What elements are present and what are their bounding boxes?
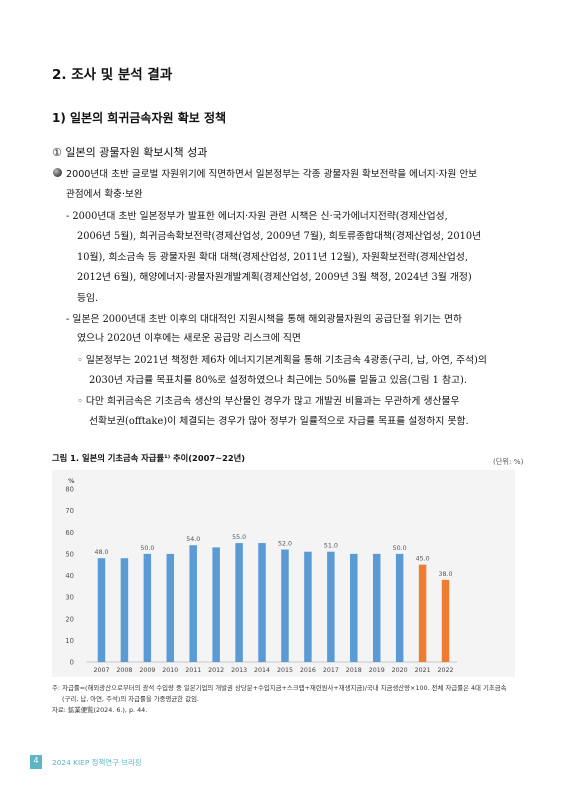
bar [327, 551, 335, 662]
dash-text-line: 등임. [77, 293, 99, 304]
dash-text-line: - 일본은 2000년대 초반 이후의 대대적인 지원시책을 통해 해외광물자원… [66, 314, 462, 325]
x-tick-label: 2016 [300, 667, 316, 674]
bar-chart: % 0 10 20 30 40 50 60 70 80 2007 48.0 2008 2009 50.0 20… [65, 477, 457, 674]
section-title: 2. 조사 및 분석 결과 [52, 67, 173, 83]
x-tick-label: 2015 [277, 667, 293, 674]
y-tick-label: 80 [65, 486, 74, 494]
bullet-dot-icon [53, 168, 62, 177]
bar [281, 549, 289, 662]
circle-text-line: 선확보권(offtake)이 체결되는 경우가 많아 정부가 일률적으로 자급률… [89, 416, 469, 427]
data-label: 54.0 [186, 536, 200, 543]
bar [304, 551, 312, 662]
y-tick-label: 30 [65, 594, 74, 602]
bar [120, 558, 129, 662]
y-tick-label: 60 [65, 529, 74, 537]
bar [212, 547, 220, 662]
footer-page-tab [30, 755, 42, 769]
bar [166, 553, 175, 662]
bullet-text-line: 2000년대 초반 글로벌 자원위기에 직면하면서 일본정부는 각종 광물자원 … [66, 169, 478, 180]
x-tick-label: 2022 [438, 667, 454, 674]
dash-text-line: 10월), 희소금속 등 광물자원 확대 대책(경제산업성, 2011년 12월… [77, 252, 468, 263]
y-tick-label: 0 [70, 659, 74, 667]
bar [143, 553, 152, 662]
y-tick-label: 50 [65, 550, 74, 558]
x-tick-label: 2018 [346, 667, 362, 674]
data-label: 38.0 [439, 571, 453, 578]
bar [418, 564, 427, 662]
figure-note: 주: 자급률=(해외광산으로부터의 광석 수입량 중 일본기업의 개발권 상당분… [52, 684, 507, 692]
dash-text-line: 2012년 6월), 해양에너지·광물자원개발계획(경제산업성, 2009년 3… [77, 272, 472, 283]
y-tick-label: 40 [65, 572, 74, 580]
circle-text-line: ◦ 다만 희귀금속은 기초금속 생산의 부산물인 경우가 많고 개발권 비율과는… [77, 396, 460, 407]
x-tick-label: 2019 [369, 667, 385, 674]
bullet-text-line: 관점에서 확충·보완 [66, 189, 143, 200]
y-tick-label: 70 [65, 507, 74, 515]
x-tick-label: 2012 [208, 667, 224, 674]
subsubsection-title: ① 일본의 광물자원 확보시책 성과 [52, 146, 208, 159]
data-label: 50.0 [393, 545, 407, 552]
footer-page-number: 4 [33, 756, 39, 765]
dash-text-line: - 2000년대 초반 일본정부가 발표한 에너지·자원 관련 시책은 신·국가… [66, 211, 448, 222]
dash-text-line: 2006년 5월), 희귀금속확보전략(경제산업성, 2009년 7월), 희토… [77, 231, 482, 242]
data-label: 51.0 [324, 543, 338, 550]
data-label: 50.0 [140, 545, 154, 552]
y-tick-label: 10 [65, 637, 74, 645]
bar [441, 579, 450, 662]
bar [235, 543, 243, 662]
x-tick-label: 2021 [415, 667, 431, 674]
x-tick-label: 2017 [323, 667, 339, 674]
y-tick-label: 20 [65, 615, 74, 623]
figure-note: (구리, 납, 아연, 주석)의 자급률을 가중평균한 값임. [62, 695, 200, 703]
dash-text-line: 였으나 2020년 이후에는 새로운 공급망 리스크에 직면 [77, 333, 301, 344]
bar [372, 553, 381, 662]
x-tick-label: 2008 [116, 667, 132, 674]
bar [97, 558, 106, 662]
footer-text: 2024 KIEP 정책연구 브리핑 [52, 758, 142, 767]
x-tick-label: 2013 [231, 667, 247, 674]
figure-source: 자료: 鉱業便覧(2024. 6.), p. 44. [52, 706, 148, 714]
data-label: 48.0 [94, 549, 108, 556]
circle-text-line: ◦ 일본정부는 2021년 책정한 제6차 에너지기본계획을 통해 기초금속 4… [77, 355, 487, 366]
subsection-title: 1) 일본의 희귀금속자원 확보 정책 [52, 111, 227, 125]
figure-unit: (단위: %) [493, 457, 524, 466]
data-label: 52.0 [278, 541, 292, 548]
x-tick-label: 2010 [162, 667, 178, 674]
data-label: 45.0 [416, 556, 430, 563]
bar [350, 553, 358, 662]
bar [258, 543, 266, 662]
x-tick-label: 2014 [254, 667, 270, 674]
x-tick-label: 2009 [139, 667, 155, 674]
bar [395, 553, 404, 662]
x-tick-label: 2011 [185, 667, 201, 674]
data-label: 55.0 [232, 534, 246, 541]
x-tick-label: 2007 [93, 667, 109, 674]
x-tick-label: 2020 [392, 667, 408, 674]
figure-title: 그림 1. 일본의 기초금속 자급률¹⁾ 추이(2007~22년) [52, 453, 246, 463]
y-axis-unit-label: % [68, 477, 75, 485]
bar [189, 545, 197, 662]
circle-text-line: 2030년 자급률 목표치를 80%로 설정하였으나 최근에는 50%를 밑돌고… [89, 375, 467, 386]
